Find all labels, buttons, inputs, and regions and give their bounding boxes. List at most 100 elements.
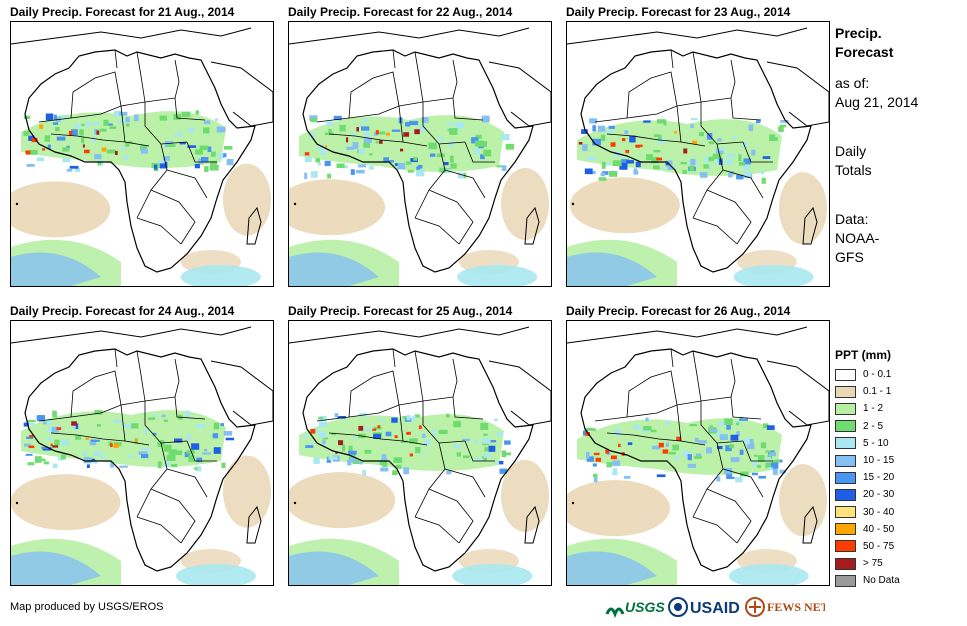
country-border	[422, 102, 466, 145]
rain-cell	[663, 120, 667, 126]
rain-cell	[140, 148, 148, 154]
rain-cell	[668, 451, 676, 455]
rain-cell	[675, 455, 679, 462]
rain-cell	[350, 133, 356, 137]
rain-cell	[380, 467, 389, 472]
rain-cell	[310, 118, 317, 123]
rain-cell	[708, 141, 715, 145]
rain-cell	[99, 128, 105, 132]
rain-cell	[352, 459, 360, 465]
rain-cell	[224, 146, 233, 150]
heavy-rain-cell	[346, 137, 349, 143]
legend-item: 0.1 - 1	[835, 383, 965, 400]
legend-label: 15 - 20	[863, 472, 895, 484]
country-border	[692, 442, 724, 518]
rain-cell	[311, 132, 316, 138]
rain-cell	[758, 455, 765, 462]
country-border	[594, 396, 732, 422]
country-border	[316, 97, 454, 123]
rain-cell	[453, 420, 461, 428]
heavy-rain-cell	[386, 132, 391, 136]
rain-cell	[708, 156, 714, 162]
rain-cell	[592, 463, 597, 467]
rain-cell	[413, 156, 418, 161]
heavy-rain-cell	[625, 149, 630, 154]
totals-line1: Daily	[835, 143, 867, 159]
rain-cell	[730, 434, 739, 441]
usgs-logo: USGS	[605, 599, 665, 619]
heavy-rain-cell	[585, 432, 591, 436]
rain-cell	[326, 460, 332, 463]
rain-cell	[163, 444, 172, 452]
rain-cell	[698, 132, 704, 137]
rain-cell	[119, 111, 128, 116]
southern-rain-band	[728, 564, 809, 585]
heavy-rain-cell	[101, 147, 107, 152]
rain-cell	[635, 161, 641, 168]
country-border	[150, 189, 196, 245]
rain-cell	[40, 458, 46, 462]
rain-cell	[694, 456, 702, 459]
rain-cell	[166, 454, 176, 461]
rain-cell	[714, 431, 721, 436]
heavy-rain-cell	[52, 445, 59, 448]
rain-cell	[483, 453, 492, 458]
sidebar-title: Precip. Forecast	[835, 24, 963, 62]
country-border	[692, 217, 738, 245]
legend-title: PPT (mm)	[835, 348, 892, 362]
rain-cell	[346, 146, 354, 150]
legend-label: 2 - 5	[863, 420, 884, 432]
rain-cell	[421, 452, 425, 455]
africa-map-svg	[11, 27, 273, 286]
africa-map-svg	[289, 326, 551, 585]
rain-cell	[42, 447, 52, 451]
rain-cell	[225, 437, 235, 441]
rain-cell	[450, 140, 455, 144]
rain-cell	[359, 459, 363, 465]
rain-cell	[653, 134, 661, 138]
rain-cell	[391, 129, 401, 132]
rain-cell	[428, 142, 437, 150]
rain-cell	[587, 156, 597, 161]
panel-title: Daily Precip. Forecast for 26 Aug., 2014	[566, 304, 791, 318]
rain-cell	[709, 425, 713, 429]
rain-cell	[364, 449, 372, 454]
rain-cell	[453, 444, 461, 449]
heavy-rain-cell	[394, 435, 398, 439]
rain-cell	[226, 159, 234, 166]
rain-cell	[318, 421, 328, 428]
legend-item: 50 - 75	[835, 538, 965, 555]
rain-cell	[751, 149, 756, 156]
legend-item: 1 - 2	[835, 400, 965, 417]
rain-cell	[755, 120, 761, 124]
rain-cell	[393, 457, 403, 463]
legend-item: 0 - 0.1	[835, 366, 965, 383]
rain-cell	[23, 422, 29, 427]
legend: PPT (mm) 0 - 0.1 0.1 - 1 1 - 2 2 - 5 5 - 10 1…	[835, 348, 965, 589]
rain-cell	[392, 470, 398, 476]
rain-cell	[163, 419, 168, 423]
rain-cell	[738, 162, 746, 166]
rain-cell	[643, 120, 651, 123]
heavy-rain-cell	[595, 457, 602, 462]
southern-rain-band	[175, 564, 256, 585]
rain-cell	[223, 153, 227, 158]
source-line1: NOAA-	[835, 230, 880, 246]
rain-cell	[188, 455, 195, 463]
rain-cell	[605, 130, 614, 134]
rain-cell	[34, 456, 42, 463]
rain-cell	[304, 172, 308, 180]
rain-cell	[27, 462, 35, 466]
island-dot	[15, 202, 19, 206]
rain-cell	[202, 452, 212, 455]
rain-cell	[385, 431, 392, 437]
rain-cell	[499, 460, 504, 465]
rain-cell	[26, 164, 35, 167]
rain-cell	[326, 121, 334, 126]
island-dot	[15, 501, 19, 505]
legend-swatch	[835, 454, 856, 467]
heavy-rain-cell	[335, 451, 338, 454]
forecast-panel-24: Daily Precip. Forecast for 24 Aug., 2014	[10, 304, 274, 586]
country-border	[594, 97, 732, 123]
rain-cell	[483, 433, 488, 436]
